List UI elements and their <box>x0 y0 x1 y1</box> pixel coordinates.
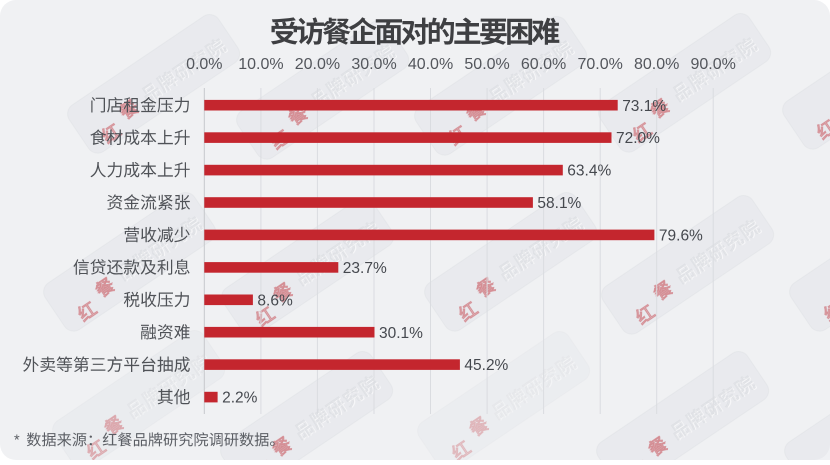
svg-text:20.0%: 20.0% <box>295 56 340 73</box>
svg-text:10.0%: 10.0% <box>238 56 283 73</box>
svg-text:30.1%: 30.1% <box>379 325 423 342</box>
svg-text:58.1%: 58.1% <box>537 195 581 212</box>
svg-text:63.4%: 63.4% <box>567 163 611 180</box>
svg-text:30.0%: 30.0% <box>351 56 396 73</box>
svg-text:80.0%: 80.0% <box>634 56 679 73</box>
svg-text:40.0%: 40.0% <box>408 56 453 73</box>
svg-text:2.2%: 2.2% <box>222 390 258 407</box>
svg-text:45.2%: 45.2% <box>464 357 508 374</box>
svg-text:8.6%: 8.6% <box>257 292 293 309</box>
svg-text:50.0%: 50.0% <box>464 56 509 73</box>
svg-text:79.6%: 79.6% <box>659 228 703 245</box>
svg-text:23.7%: 23.7% <box>343 260 387 277</box>
svg-text:73.1%: 73.1% <box>622 98 666 115</box>
svg-text:72.0%: 72.0% <box>616 130 660 147</box>
svg-text:70.0%: 70.0% <box>578 56 623 73</box>
svg-text:90.0%: 90.0% <box>691 56 736 73</box>
svg-text:0.0%: 0.0% <box>186 56 222 73</box>
svg-text:60.0%: 60.0% <box>521 56 566 73</box>
svg-text:*: * <box>14 433 20 449</box>
